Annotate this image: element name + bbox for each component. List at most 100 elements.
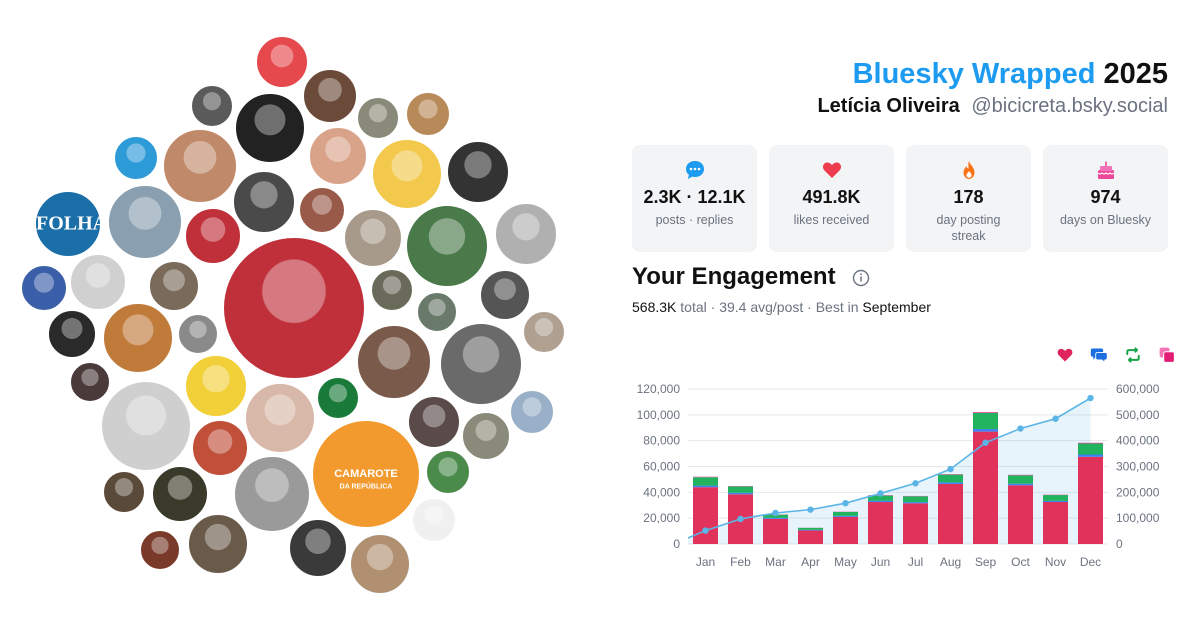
- avatar[interactable]: [107, 184, 183, 260]
- avatar[interactable]: [405, 91, 451, 137]
- avatar[interactable]: [288, 518, 348, 578]
- cumulative-point: [1017, 425, 1024, 432]
- chat-bubble-icon: [632, 159, 757, 181]
- avatar[interactable]: [47, 309, 97, 359]
- cumulative-point: [912, 480, 919, 487]
- stat-value: 178: [953, 187, 984, 207]
- avatar[interactable]: [302, 68, 358, 124]
- avatar[interactable]: [343, 208, 403, 268]
- stat-label: day posting streak: [936, 213, 1001, 243]
- avatar[interactable]: [509, 389, 555, 435]
- chart-legend: [1056, 346, 1176, 364]
- avatar[interactable]: [233, 455, 311, 533]
- avg-text: 39.4 avg/post: [719, 299, 804, 315]
- avatar[interactable]: [522, 310, 566, 354]
- avatar[interactable]: [316, 376, 360, 420]
- avatar[interactable]: [184, 354, 248, 418]
- x-tick-label: Nov: [1045, 555, 1066, 569]
- stat-card-likes: 491.8K likes received: [769, 145, 894, 252]
- avatar[interactable]: [234, 92, 306, 164]
- repost-icon[interactable]: [1124, 346, 1142, 364]
- avatar[interactable]: [20, 264, 68, 312]
- heart-icon[interactable]: [1056, 346, 1074, 364]
- avatar[interactable]: [371, 138, 443, 210]
- bar-segment: [1008, 483, 1033, 486]
- avatar-sublabel: DA REPÚBLICA: [339, 483, 393, 491]
- cumulative-point: [982, 439, 989, 446]
- y-tick-label: 120,000: [637, 382, 681, 396]
- best-prefix: Best in: [815, 299, 859, 315]
- avatar[interactable]: [370, 268, 414, 312]
- avatar[interactable]: [349, 533, 411, 595]
- flame-icon: [906, 159, 1031, 181]
- avatar[interactable]: [102, 302, 174, 374]
- x-tick-label: Jul: [908, 555, 923, 569]
- avatar[interactable]: [148, 260, 200, 312]
- avatar[interactable]: [177, 313, 219, 355]
- avatar[interactable]: [162, 128, 238, 204]
- engagement-summary: 568.3K total · 39.4 avg/post · Best in S…: [632, 299, 931, 315]
- bar-segment: [938, 483, 963, 544]
- bar-segment: [798, 529, 823, 531]
- avatar[interactable]: [407, 395, 461, 449]
- avatar[interactable]: [416, 291, 458, 333]
- engagement-title: Your Engagement: [632, 263, 836, 290]
- cake-icon: [1043, 159, 1168, 181]
- y-tick-label: 60,000: [643, 460, 680, 474]
- y2-tick-label: 100,000: [1116, 511, 1160, 525]
- cumulative-point: [772, 509, 779, 517]
- avatar[interactable]: [139, 529, 181, 571]
- bar-segment: [798, 527, 823, 530]
- info-icon[interactable]: [852, 269, 870, 292]
- bar-segment: [973, 429, 998, 432]
- avatar[interactable]: [184, 207, 242, 265]
- avatar[interactable]: [69, 253, 127, 311]
- quote-icon[interactable]: [1158, 346, 1176, 364]
- bar-segment: [1043, 500, 1068, 503]
- avatar[interactable]: [308, 126, 368, 186]
- avatar[interactable]: [405, 204, 489, 288]
- avatar[interactable]: [187, 513, 249, 575]
- avatar[interactable]: [102, 470, 146, 514]
- avatar[interactable]: [151, 465, 209, 523]
- cumulative-point: [947, 465, 954, 473]
- x-tick-label: Feb: [730, 555, 751, 569]
- avatar[interactable]: [356, 96, 400, 140]
- avatar[interactable]: [255, 35, 309, 89]
- bar-segment: [1043, 502, 1068, 544]
- avatar[interactable]: [222, 236, 366, 380]
- bar-segment: [833, 511, 858, 516]
- avatar[interactable]: [425, 449, 471, 495]
- avatar[interactable]: [298, 186, 346, 234]
- avatar[interactable]: [446, 140, 510, 204]
- avatar[interactable]: [69, 361, 111, 403]
- user-handle[interactable]: @bicicreta.bsky.social: [971, 95, 1168, 117]
- stat-label: likes received: [793, 213, 870, 227]
- avatar[interactable]: [461, 411, 511, 461]
- avatar[interactable]: [494, 202, 558, 266]
- bar-segment: [938, 482, 963, 484]
- avatar[interactable]: [244, 382, 316, 454]
- cumulative-point: [1052, 415, 1059, 422]
- avatar[interactable]: [439, 322, 523, 406]
- cumulative-point: [877, 490, 884, 497]
- x-tick-label: Dec: [1080, 555, 1101, 569]
- reply-icon[interactable]: [1090, 346, 1108, 364]
- avatar[interactable]: FOLHA: [34, 190, 102, 258]
- avatar[interactable]: [113, 135, 159, 181]
- cumulative-point: [842, 499, 849, 507]
- avatar[interactable]: CAMAROTE DA REPÚBLICA: [311, 419, 421, 529]
- avatar[interactable]: [100, 380, 192, 472]
- cumulative-point: [1087, 394, 1094, 402]
- bar-segment: [1043, 495, 1068, 501]
- avatar[interactable]: [479, 269, 531, 321]
- avatar[interactable]: [356, 324, 432, 400]
- avatar[interactable]: [190, 84, 234, 128]
- bar-segment: [1078, 442, 1103, 444]
- avatar[interactable]: [191, 419, 249, 477]
- avatar[interactable]: [411, 497, 457, 543]
- bar-segment: [693, 476, 718, 478]
- y-tick-label: 20,000: [643, 511, 680, 525]
- avatar[interactable]: [232, 170, 296, 234]
- bar-segment: [1008, 475, 1033, 484]
